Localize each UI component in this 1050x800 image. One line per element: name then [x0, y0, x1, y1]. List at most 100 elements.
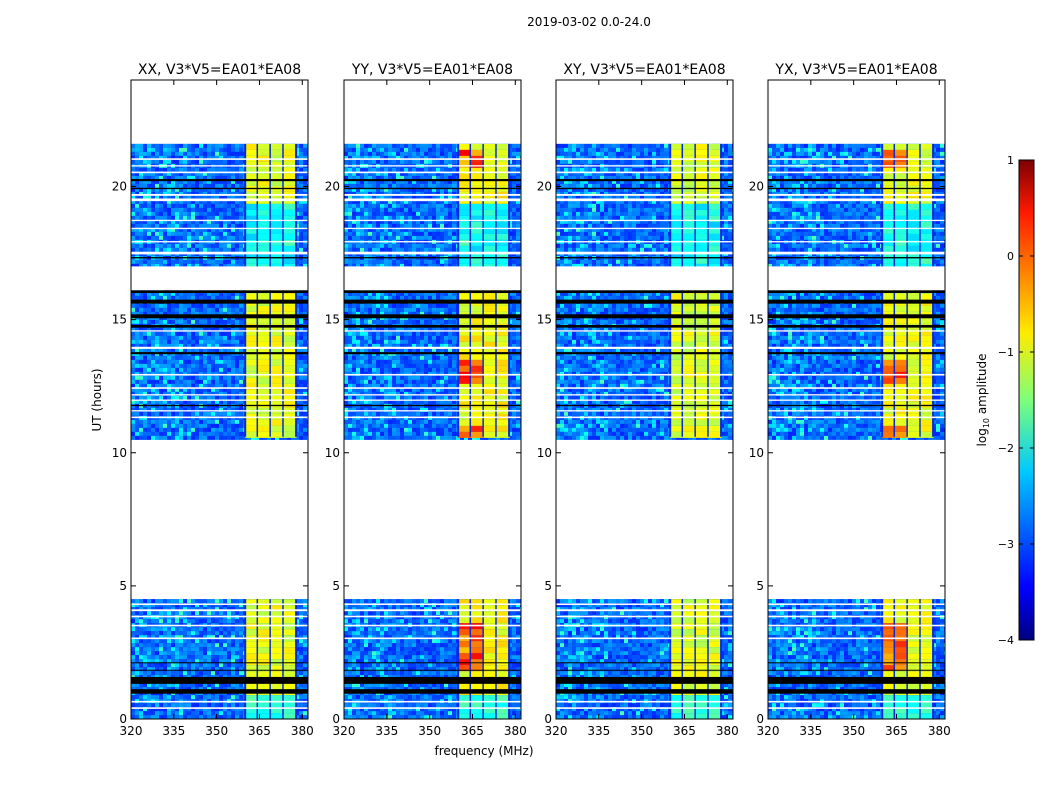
noise-cell	[231, 395, 235, 400]
noise-cell	[163, 611, 167, 616]
noise-cell	[203, 655, 207, 660]
noise-cell	[227, 327, 231, 332]
rfi-cell	[270, 365, 284, 372]
noise-cell	[211, 339, 215, 344]
noise-cell	[207, 639, 211, 644]
noise-cell	[215, 419, 219, 424]
noise-cell	[303, 715, 307, 719]
noise-cell	[203, 387, 207, 392]
noise-cell	[299, 295, 303, 300]
noise-cell	[235, 167, 239, 172]
noise-cell	[179, 183, 183, 188]
noise-cell	[235, 627, 239, 632]
noise-cell	[235, 375, 239, 380]
noise-cell	[159, 295, 163, 300]
noise-cell	[203, 339, 207, 344]
noise-cell	[211, 631, 215, 636]
noise-cell	[231, 263, 235, 268]
noise-cell	[303, 247, 307, 252]
noise-cell	[215, 311, 219, 316]
noise-cell	[199, 423, 203, 428]
noise-cell	[303, 203, 307, 208]
rfi-cell	[258, 395, 271, 402]
noise-cell	[167, 427, 171, 432]
noise-cell	[131, 387, 135, 392]
noise-cell	[299, 683, 303, 688]
noise-cell	[175, 607, 179, 612]
noise-cell	[227, 183, 231, 188]
noise-cell	[163, 671, 167, 676]
rfi-cell	[283, 629, 297, 636]
noise-cell	[223, 147, 227, 152]
noise-cell	[155, 651, 159, 656]
noise-cell	[183, 195, 187, 200]
noise-cell	[231, 295, 235, 300]
noise-cell	[227, 359, 231, 364]
noise-cell	[219, 319, 223, 324]
noise-cell	[159, 371, 163, 376]
noise-cell	[183, 307, 187, 312]
noise-cell	[163, 171, 167, 176]
noise-cell	[147, 291, 151, 296]
noise-cell	[155, 347, 159, 352]
noise-cell	[131, 295, 135, 300]
noise-cell	[191, 631, 195, 636]
noise-cell	[223, 647, 227, 652]
noise-cell	[219, 379, 223, 384]
noise-cell	[139, 663, 143, 668]
noise-cell	[223, 311, 227, 316]
noise-cell	[219, 335, 223, 340]
rfi-cell	[270, 419, 284, 426]
noise-cell	[131, 655, 135, 660]
noise-cell	[139, 331, 143, 336]
noise-cell	[159, 391, 163, 396]
noise-cell	[171, 331, 175, 336]
noise-cell	[219, 179, 223, 184]
noise-cell	[167, 419, 171, 424]
noise-cell	[143, 711, 147, 716]
noise-cell	[191, 195, 195, 200]
noise-cell	[143, 231, 147, 236]
noise-cell	[191, 671, 195, 676]
noise-cell	[195, 203, 199, 208]
noise-cell	[235, 643, 239, 648]
noise-cell	[163, 655, 167, 660]
noise-cell	[175, 359, 179, 364]
noise-cell	[207, 243, 211, 248]
noise-cell	[151, 371, 155, 376]
noise-cell	[219, 419, 223, 424]
noise-cell	[215, 695, 219, 700]
noise-cell	[239, 303, 243, 308]
noise-cell	[223, 235, 227, 240]
noise-cell	[207, 695, 211, 700]
flag-row-white	[131, 637, 308, 640]
noise-cell	[139, 683, 143, 688]
noise-cell	[231, 635, 235, 640]
noise-cell	[231, 683, 235, 688]
noise-cell	[183, 607, 187, 612]
noise-cell	[231, 291, 235, 296]
noise-cell	[183, 627, 187, 632]
noise-cell	[203, 367, 207, 372]
noise-cell	[171, 435, 175, 440]
noise-cell	[183, 399, 187, 404]
noise-cell	[187, 219, 191, 224]
noise-cell	[171, 147, 175, 152]
noise-cell	[203, 707, 207, 712]
noise-cell	[175, 243, 179, 248]
noise-cell	[187, 427, 191, 432]
noise-cell	[167, 667, 171, 672]
noise-cell	[139, 387, 143, 392]
noise-cell	[171, 387, 175, 392]
noise-cell	[143, 387, 147, 392]
noise-cell	[239, 215, 243, 220]
noise-cell	[227, 207, 231, 212]
noise-cell	[231, 347, 235, 352]
noise-cell	[207, 603, 211, 608]
noise-cell	[179, 223, 183, 228]
noise-cell	[303, 219, 307, 224]
noise-cell	[219, 243, 223, 248]
noise-cell	[171, 187, 175, 192]
noise-cell	[303, 695, 307, 700]
noise-cell	[195, 331, 199, 336]
